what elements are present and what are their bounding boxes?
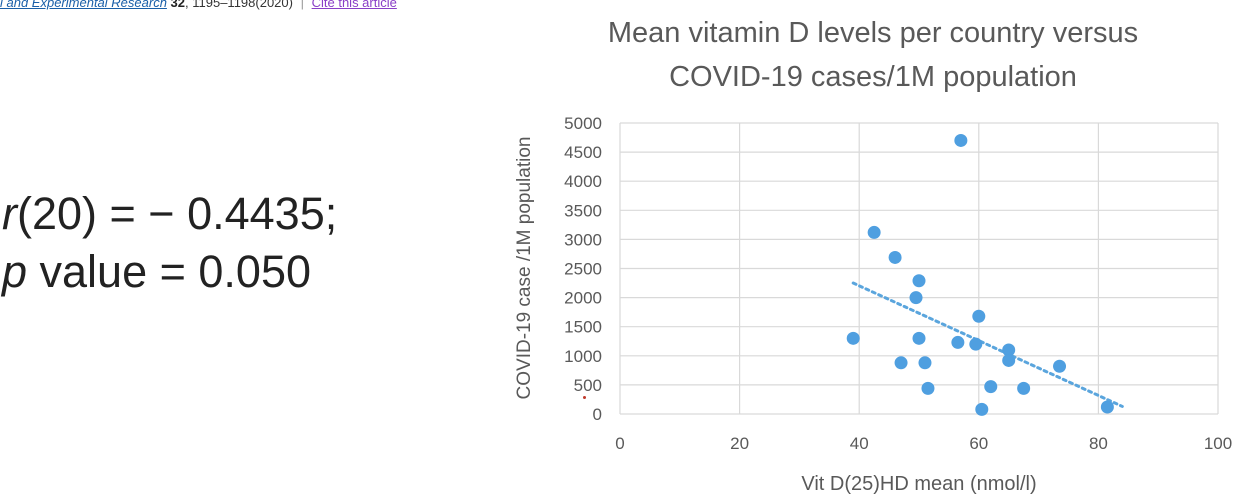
r-statistic: r(20) = − 0.4435;	[2, 185, 337, 243]
volume-number: 32	[170, 0, 186, 10]
r-symbol: r	[2, 188, 17, 239]
data-point	[969, 337, 983, 351]
data-point	[1100, 400, 1114, 414]
x-tick-label: 0	[615, 434, 624, 453]
y-tick-label: 2000	[564, 289, 602, 308]
data-point	[909, 291, 923, 305]
data-point	[912, 274, 926, 288]
y-tick-label: 2500	[564, 260, 602, 279]
p-value-text: value = 0.050	[27, 246, 312, 297]
citation-bar: l and Experimental Research 32, 1195–119…	[0, 0, 495, 13]
data-point	[951, 335, 965, 349]
annotation-dot	[583, 396, 586, 399]
y-axis-label: COVID-19 case /1M population	[514, 137, 535, 400]
x-tick-label: 20	[730, 434, 749, 453]
chart-title-line: COVID-19 cases/1M population	[669, 61, 1077, 93]
data-point	[888, 250, 902, 264]
x-axis-label: Vit D(25)HD mean (nmol/l)	[801, 473, 1036, 495]
data-point	[912, 331, 926, 345]
data-point	[894, 356, 908, 370]
y-tick-label: 5000	[564, 114, 602, 133]
x-tick-label: 80	[1089, 434, 1108, 453]
y-tick-label: 3000	[564, 230, 602, 249]
y-tick-label: 3500	[564, 201, 602, 220]
journal-link[interactable]: l and Experimental Research	[0, 0, 167, 10]
correlation-stats: r(20) = − 0.4435; p value = 0.050	[2, 185, 337, 301]
page-range: 1195–1198(2020)	[192, 0, 293, 10]
data-point	[867, 225, 881, 239]
chart-title-line: Mean vitamin D levels per country versus	[608, 17, 1138, 49]
data-point	[1017, 381, 1031, 395]
scatter-chart: 0500100015002000250030003500400045005000…	[514, 17, 1232, 495]
r-value-text: (20) = − 0.4435;	[17, 188, 338, 239]
y-tick-label: 1000	[564, 347, 602, 366]
separator: |	[300, 0, 304, 10]
data-point	[1002, 343, 1016, 357]
p-statistic: p value = 0.050	[2, 243, 337, 301]
x-tick-label: 40	[850, 434, 869, 453]
data-point	[921, 381, 935, 395]
trendline	[851, 281, 1124, 408]
data-point	[954, 133, 968, 147]
y-tick-label: 1500	[564, 318, 602, 337]
y-tick-label: 4500	[564, 143, 602, 162]
data-point	[918, 356, 932, 370]
y-tick-label: 500	[574, 376, 602, 395]
data-point	[972, 309, 986, 323]
data-point	[984, 380, 998, 394]
x-tick-label: 100	[1204, 434, 1232, 453]
y-tick-label: 0	[593, 405, 602, 424]
x-tick-label: 60	[969, 434, 988, 453]
p-symbol: p	[2, 246, 28, 297]
data-point	[846, 331, 860, 345]
data-point	[1002, 353, 1016, 367]
data-point	[1053, 359, 1067, 373]
data-point	[975, 402, 989, 416]
y-tick-label: 4000	[564, 172, 602, 191]
cite-this-article-link[interactable]: Cite this article	[311, 0, 397, 10]
